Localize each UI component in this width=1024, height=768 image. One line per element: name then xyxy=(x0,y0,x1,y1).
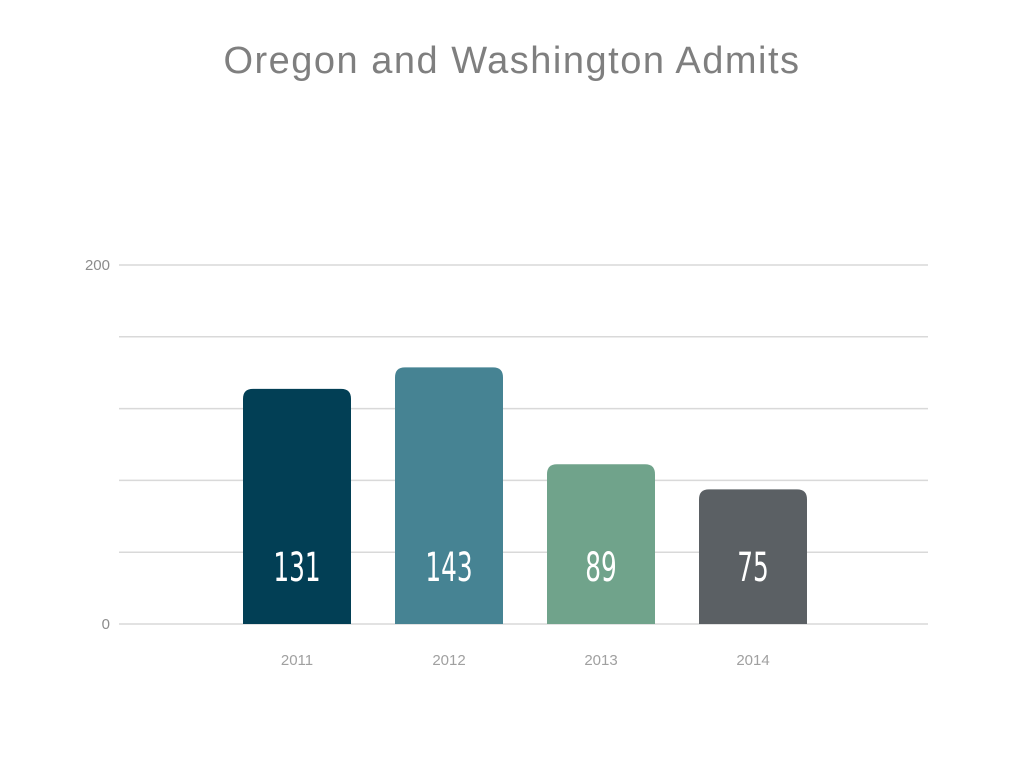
y-axis-ticks: 0 200 xyxy=(85,257,110,633)
bar-value-label: 143 xyxy=(425,544,472,591)
x-category-label: 2012 xyxy=(432,652,465,669)
bar-2011 xyxy=(243,388,351,624)
value-labels: 131 143 89 75 xyxy=(273,544,768,591)
x-category-label: 2014 xyxy=(736,652,769,669)
y-tick-label: 0 xyxy=(102,616,110,633)
y-tick-label: 200 xyxy=(85,257,110,274)
bar-value-label: 131 xyxy=(273,544,320,591)
bars xyxy=(243,367,807,624)
x-axis-categories: 2011 2012 2013 2014 xyxy=(281,652,770,669)
bar-value-label: 89 xyxy=(585,544,617,591)
bar-2013 xyxy=(547,464,655,624)
bar-2012 xyxy=(395,367,503,624)
x-category-label: 2011 xyxy=(281,652,313,669)
x-category-label: 2013 xyxy=(584,652,617,669)
bar-value-label: 75 xyxy=(737,544,769,591)
bar-2014 xyxy=(699,489,807,624)
chart-title: Oregon and Washington Admits xyxy=(223,40,801,82)
